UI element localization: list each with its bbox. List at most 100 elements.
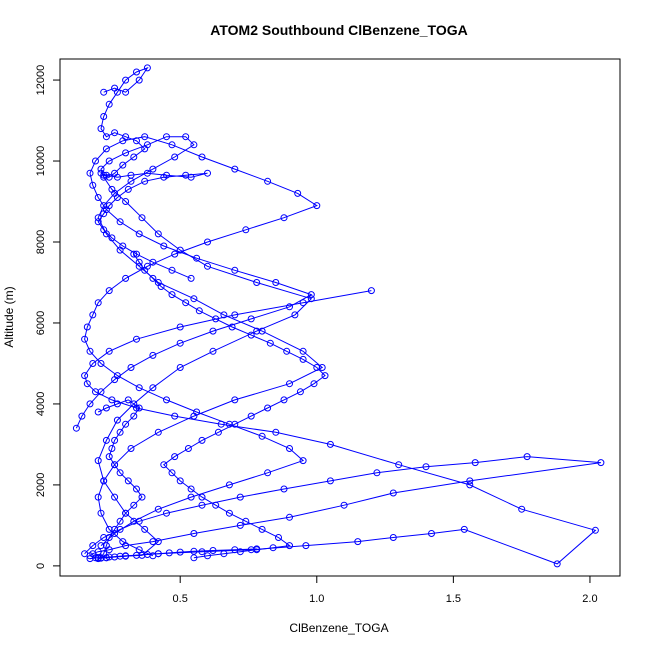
data-point xyxy=(198,501,206,509)
data-point xyxy=(195,307,203,315)
x-axis: 0.5 1.0 1.5 2.0 xyxy=(173,575,598,605)
data-point xyxy=(373,469,381,477)
data-point xyxy=(105,525,113,533)
chart-title: ATOM2 Southbound ClBenzene_TOGA xyxy=(210,22,467,38)
data-point xyxy=(94,299,102,307)
data-point xyxy=(89,181,97,189)
series-4-line xyxy=(97,399,257,560)
data-point xyxy=(154,550,162,558)
data-point xyxy=(102,404,110,412)
data-point xyxy=(83,380,91,388)
data-point xyxy=(94,218,102,226)
data-point xyxy=(228,323,236,331)
data-point xyxy=(389,534,397,541)
data-point xyxy=(127,445,135,452)
data-point xyxy=(94,194,102,201)
data-point xyxy=(176,339,184,347)
data-point xyxy=(149,538,157,546)
data-point xyxy=(280,485,288,493)
data-point xyxy=(111,553,119,561)
data-point xyxy=(236,493,244,501)
data-point xyxy=(231,396,239,404)
data-point xyxy=(299,355,307,363)
y-tick-label: 0 xyxy=(35,563,47,569)
data-point xyxy=(108,396,116,404)
data-point xyxy=(176,323,184,331)
data-point xyxy=(231,420,239,428)
series-1-line xyxy=(84,290,601,565)
data-point xyxy=(102,542,110,550)
data-point xyxy=(168,141,176,149)
data-point xyxy=(97,542,105,550)
data-point xyxy=(280,214,288,222)
data-point xyxy=(105,202,113,210)
data-point xyxy=(78,412,86,420)
data-point xyxy=(94,493,102,501)
data-point xyxy=(100,477,108,485)
data-point xyxy=(133,137,140,145)
data-point xyxy=(313,364,321,371)
data-point xyxy=(176,548,184,556)
data-point xyxy=(113,194,121,201)
data-point xyxy=(122,542,130,550)
data-point xyxy=(286,303,293,311)
data-point xyxy=(122,509,130,517)
data-point xyxy=(299,347,307,355)
series-3-line xyxy=(97,66,208,279)
data-point xyxy=(220,311,228,319)
series-2-line xyxy=(75,136,318,546)
data-point xyxy=(225,481,233,489)
y-tick-label: 10000 xyxy=(35,146,47,177)
data-point xyxy=(97,554,105,562)
data-point xyxy=(171,250,179,258)
data-point xyxy=(113,173,121,181)
data-point xyxy=(466,477,474,485)
data-point xyxy=(266,339,274,347)
data-point xyxy=(119,242,127,250)
data-point xyxy=(187,274,195,282)
data-point xyxy=(122,552,130,560)
data-point xyxy=(187,493,195,501)
data-point xyxy=(143,64,151,72)
data-point xyxy=(105,157,113,165)
data-point xyxy=(326,477,334,485)
data-point xyxy=(269,544,277,552)
data-point xyxy=(97,388,105,396)
data-point xyxy=(105,534,113,541)
x-tick-label: 0.5 xyxy=(173,593,188,605)
x-tick-label: 1.0 xyxy=(309,593,324,605)
data-point xyxy=(122,420,130,428)
x-tick-label: 1.5 xyxy=(446,593,461,605)
data-point xyxy=(190,295,198,303)
data-point xyxy=(247,315,255,323)
data-point xyxy=(160,242,168,250)
data-point xyxy=(133,485,140,493)
data-point xyxy=(214,428,222,436)
data-point xyxy=(198,493,206,501)
data-point xyxy=(518,505,526,513)
data-point xyxy=(176,246,184,254)
series-layer xyxy=(72,64,605,568)
data-point xyxy=(204,169,211,177)
data-point xyxy=(149,165,157,173)
data-point xyxy=(286,380,293,388)
data-point xyxy=(182,133,190,141)
data-point xyxy=(113,372,121,380)
data-point xyxy=(294,189,302,197)
data-point xyxy=(286,542,293,550)
data-point xyxy=(204,552,211,560)
data-point xyxy=(302,542,310,550)
data-point xyxy=(97,509,105,517)
data-point xyxy=(160,461,168,469)
data-point xyxy=(124,396,132,404)
data-point xyxy=(389,489,397,497)
data-point xyxy=(83,323,91,331)
data-point xyxy=(466,481,474,489)
data-point xyxy=(204,262,211,270)
data-point xyxy=(428,530,435,537)
data-point xyxy=(100,210,108,218)
data-point xyxy=(422,463,430,471)
data-point xyxy=(113,400,121,408)
data-point xyxy=(94,457,102,465)
data-point xyxy=(105,453,113,461)
